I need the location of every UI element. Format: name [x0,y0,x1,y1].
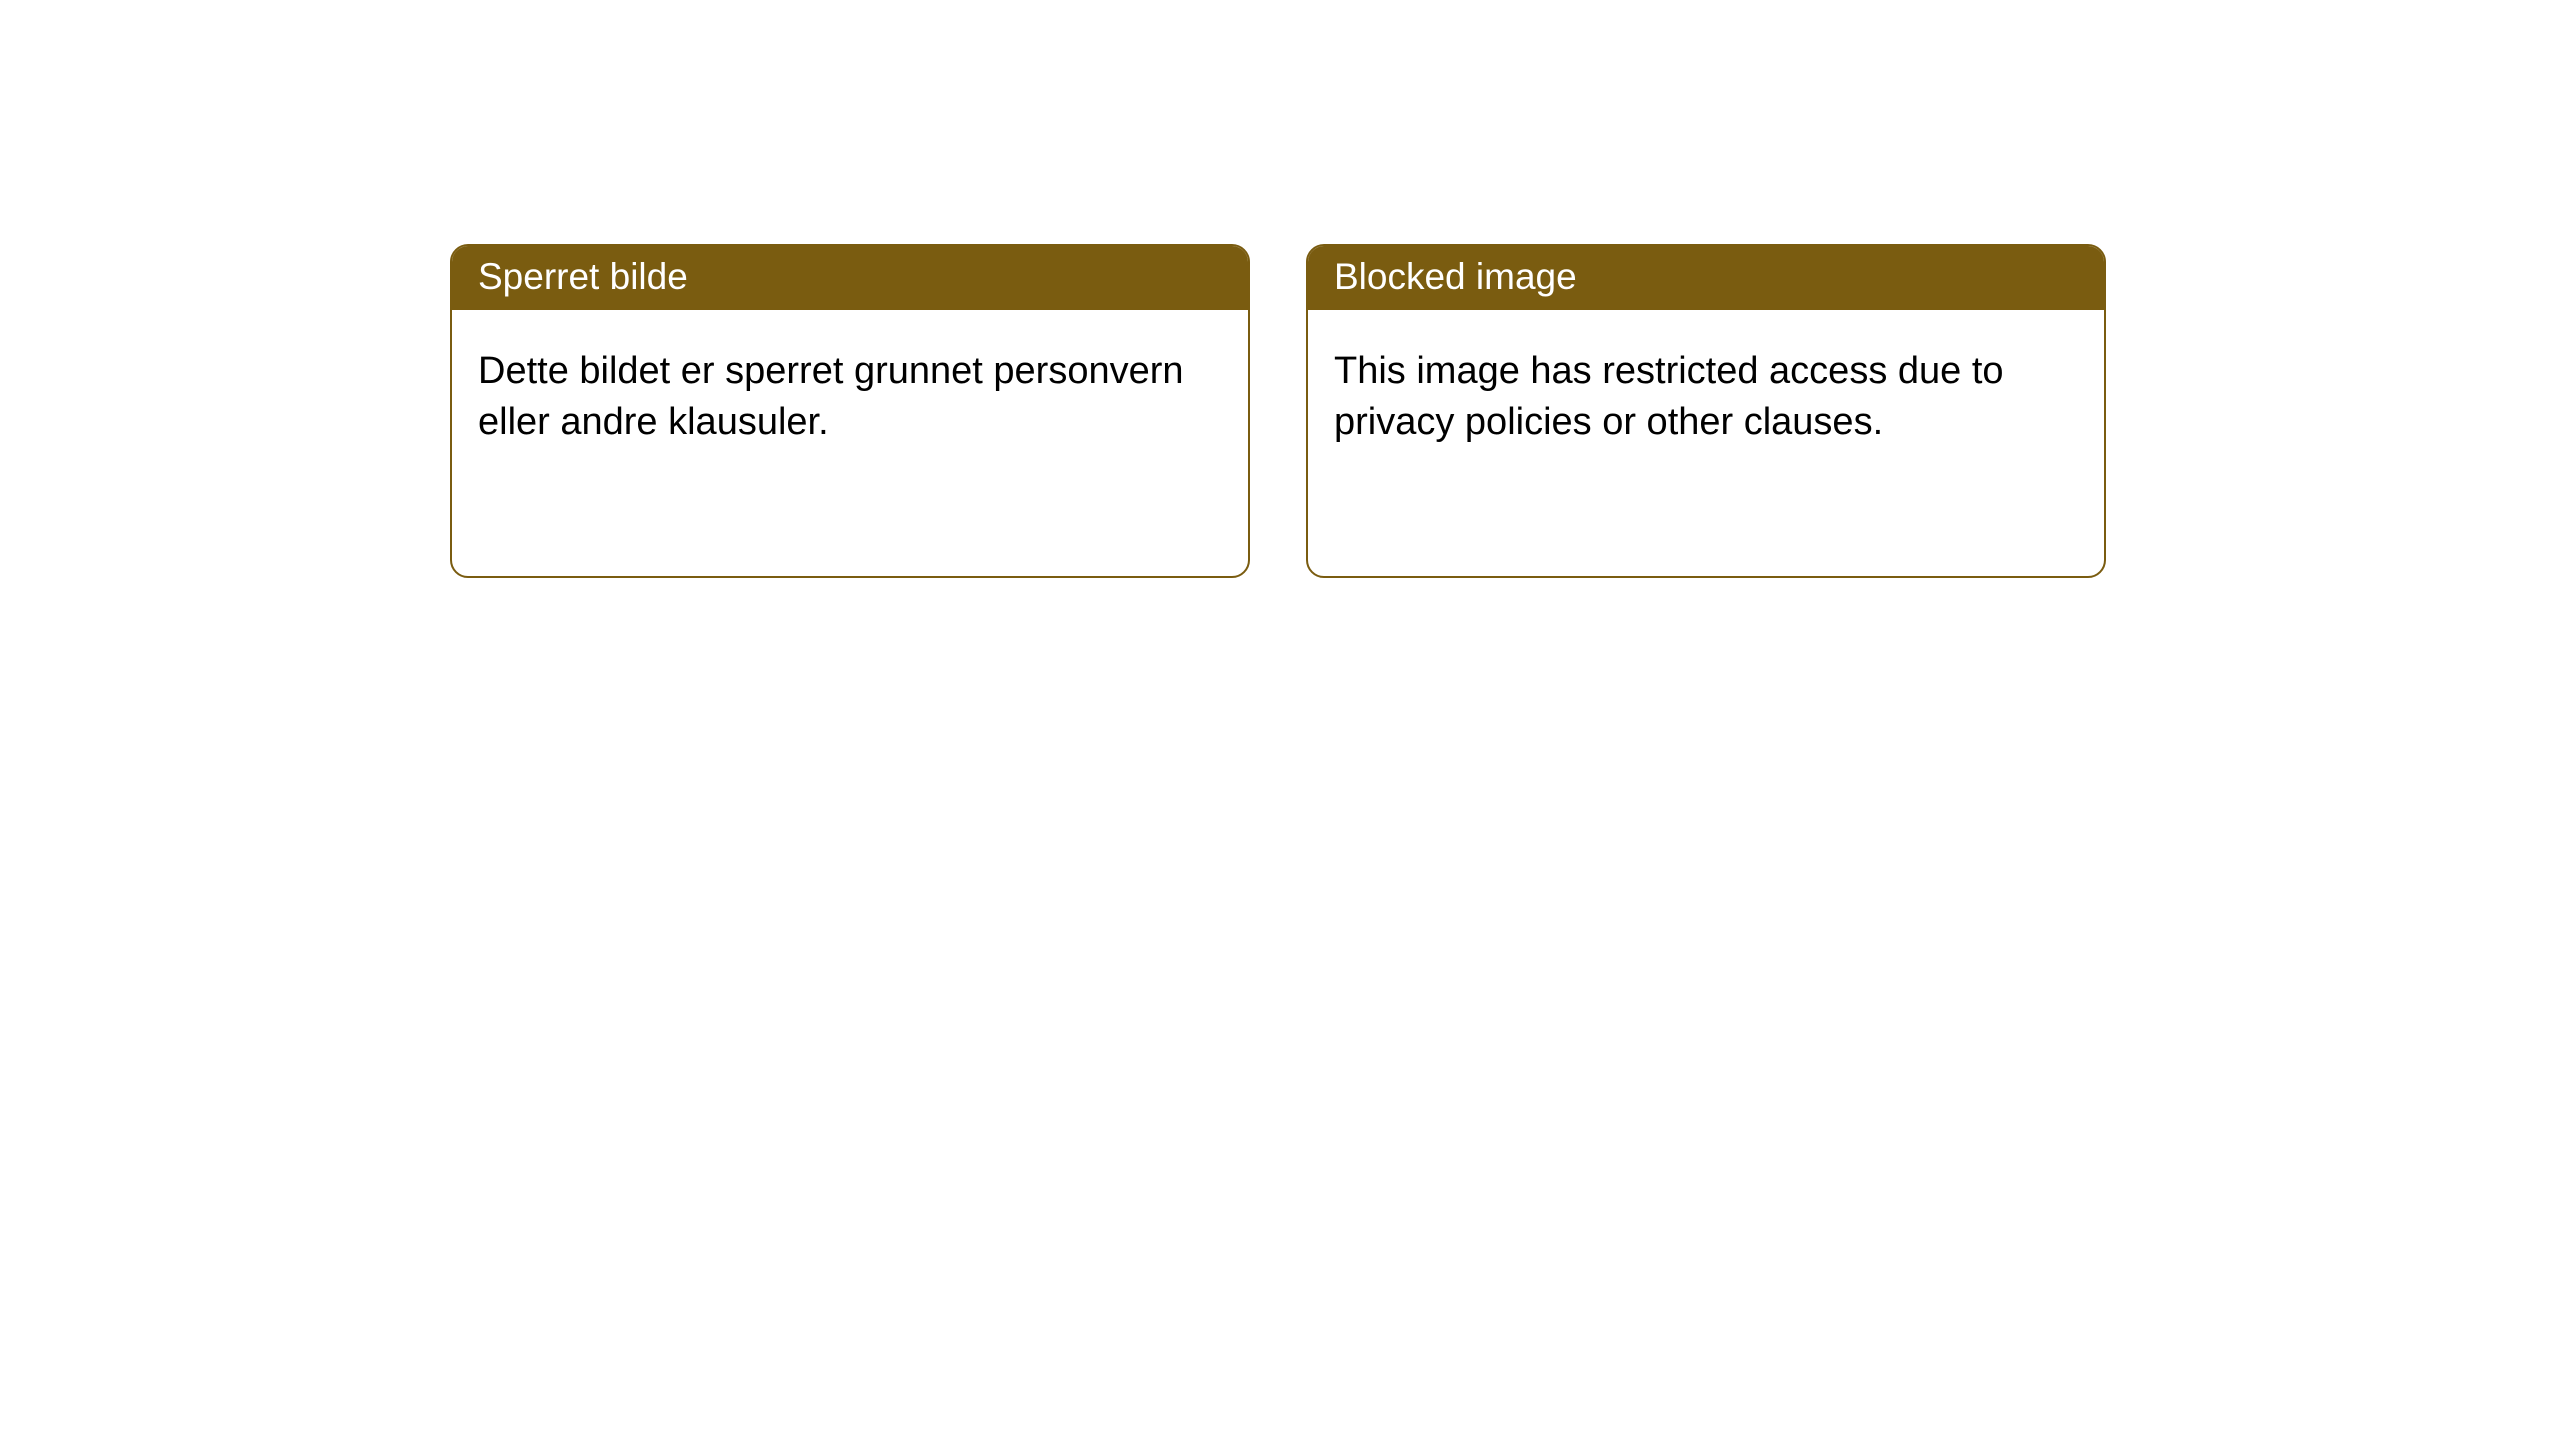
notice-title: Sperret bilde [478,256,688,297]
notice-body: This image has restricted access due to … [1308,310,2104,475]
notice-header: Blocked image [1308,246,2104,310]
notice-header: Sperret bilde [452,246,1248,310]
notice-card-english: Blocked image This image has restricted … [1306,244,2106,578]
notice-title: Blocked image [1334,256,1577,297]
notice-body-text: This image has restricted access due to … [1334,350,2004,443]
notice-container: Sperret bilde Dette bildet er sperret gr… [0,0,2560,578]
notice-body: Dette bildet er sperret grunnet personve… [452,310,1248,475]
notice-card-norwegian: Sperret bilde Dette bildet er sperret gr… [450,244,1250,578]
notice-body-text: Dette bildet er sperret grunnet personve… [478,350,1184,443]
